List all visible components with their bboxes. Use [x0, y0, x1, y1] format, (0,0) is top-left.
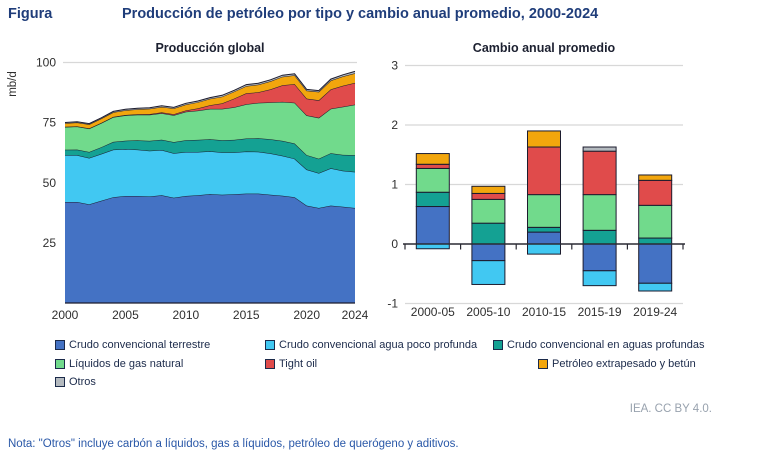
bar-segment [527, 146, 561, 196]
legend-item-agua-poco-profunda: Crudo convencional agua poco profunda [265, 339, 477, 351]
bar-segment [582, 270, 617, 287]
x-tick-label: 2005 [112, 308, 139, 322]
x-tick-label: 2015 [233, 308, 260, 322]
x-tick-label: 2000-05 [411, 305, 455, 319]
y-tick-label: 50 [43, 176, 57, 190]
legend-label: Crudo convencional en aguas profundas [507, 339, 705, 351]
bar-segment [527, 231, 561, 245]
legend-item-otros: Otros [55, 376, 96, 388]
y-tick-label: 3 [391, 59, 398, 73]
bar-segment [582, 229, 617, 245]
bar-segment [582, 150, 617, 196]
legend-swatch-tight-oil-icon [265, 359, 275, 369]
x-tick-label: 2010 [172, 308, 199, 322]
x-tick-label: 2015-19 [578, 305, 622, 319]
legend-swatch-crudo-terrestre-icon [55, 340, 65, 350]
bar-segment [471, 222, 506, 245]
bar-segment [527, 194, 561, 228]
bar-segment [582, 243, 617, 272]
y-tick-label: 0 [391, 237, 398, 251]
y-tick-label: 25 [43, 236, 57, 250]
x-tick-label: 2000 [52, 308, 79, 322]
y-tick-label: 1 [391, 178, 398, 192]
y-tick-label: 2 [391, 118, 398, 132]
bar-segment [415, 153, 450, 165]
legend-label: Otros [69, 376, 96, 388]
bar-segment [415, 206, 450, 245]
bar-segment [471, 243, 506, 262]
x-tick-label: 2005-10 [466, 305, 510, 319]
bar-segment [415, 163, 450, 169]
x-tick-label: 2010-15 [522, 305, 566, 319]
legend-swatch-agua-poco-profunda-icon [265, 340, 275, 350]
area-band-outline [64, 70, 356, 125]
attribution: IEA. CC BY 4.0. [629, 403, 712, 415]
y-tick-label: -1 [387, 297, 398, 311]
global-production-area-chart: Producción global mb/d 25 50 75 100 2000 2005 20… [7, 41, 369, 322]
x-tick-label: 2019-24 [633, 305, 677, 319]
bar-segment [471, 198, 506, 224]
bar-segment [527, 243, 561, 255]
figure-title: Producción de petróleo por tipo y cambio… [122, 6, 599, 22]
bar-segment [638, 204, 673, 239]
y-tick-label: 75 [43, 116, 57, 130]
area-band [65, 193, 355, 303]
legend-swatch-aguas-profundas-icon [493, 340, 503, 350]
legend-label: Crudo convencional agua poco profunda [279, 339, 478, 351]
legend-item-liquidos-gas-natural: Líquidos de gas natural [55, 358, 183, 370]
footnote: Nota: "Otros" incluye carbón a líquidos,… [8, 438, 459, 450]
area-band [65, 101, 355, 159]
legend-label: Petróleo extrapesado y betún [552, 358, 696, 370]
area-band [65, 138, 355, 174]
chart-title: Producción global [155, 41, 264, 55]
legend-label: Líquidos de gas natural [69, 358, 184, 370]
legend-label: Crudo convencional terrestre [69, 339, 211, 351]
legend-swatch-liquidos-gas-natural-icon [55, 359, 65, 369]
bar-segment [471, 192, 506, 200]
area-band [65, 73, 355, 129]
bar-segment [638, 237, 673, 245]
x-tick-label: 2024 [342, 308, 369, 322]
bar-segment [527, 130, 561, 148]
legend-item-crudo-terrestre: Crudo convencional terrestre [55, 339, 210, 351]
legend-item-extrapesado-betun: Petróleo extrapesado y betún [538, 358, 696, 370]
bar-segment [638, 243, 673, 284]
bar-segment [582, 146, 617, 152]
bar-segment [527, 226, 561, 233]
bar-segment [638, 179, 673, 206]
legend-item-tight-oil: Tight oil [265, 358, 317, 370]
legend-swatch-otros-icon [55, 377, 65, 387]
legend-swatch-extrapesado-betun-icon [538, 359, 548, 369]
y-tick-label: 100 [36, 56, 56, 70]
bar-segment [415, 167, 450, 193]
figure-kicker: Figura [8, 6, 53, 22]
bar-segment [415, 191, 450, 208]
legend-label: Tight oil [279, 358, 318, 370]
chart-title: Cambio anual promedio [473, 41, 616, 55]
bar-segment [638, 282, 673, 292]
area-band [65, 149, 355, 208]
legend-item-aguas-profundas: Crudo convencional en aguas profundas [493, 339, 705, 351]
x-tick-label: 2020 [293, 308, 320, 322]
bar-segment [638, 174, 673, 181]
average-annual-change-bar-chart: Cambio anual promedio 3 2 1 0 -1 2000-05 2005-1… [387, 41, 685, 319]
bar-segment [471, 260, 506, 285]
bar-segment [582, 194, 617, 231]
y-axis-label: mb/d [7, 71, 19, 97]
bar-segment [471, 185, 506, 194]
